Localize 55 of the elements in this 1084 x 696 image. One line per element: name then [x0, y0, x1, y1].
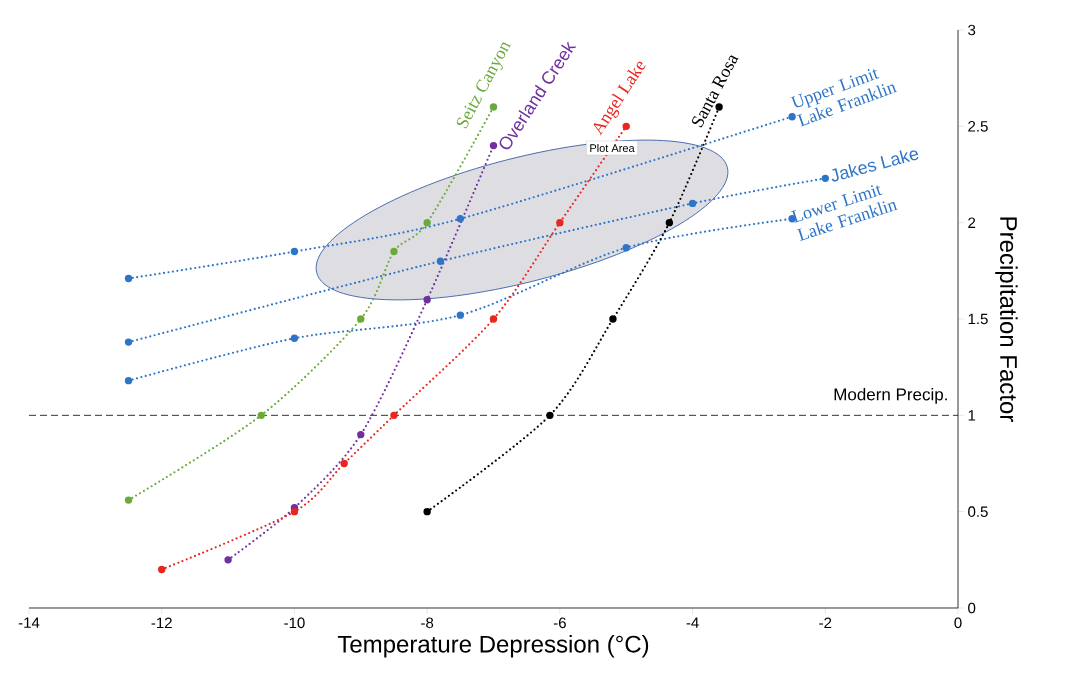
point: [290, 334, 299, 342]
x-tick-label: -4: [686, 617, 699, 628]
x-axis-title: Temperature Depression (°C): [337, 635, 649, 658]
x-tick-label: -10: [284, 617, 305, 629]
point: [456, 215, 465, 223]
x-tick-label: -2: [819, 617, 832, 629]
x-tick-label: 0: [954, 617, 962, 629]
point: [357, 315, 365, 323]
point: [423, 218, 431, 227]
point: [124, 338, 133, 346]
x-tick-label: -8: [421, 617, 434, 629]
y-tick-label: 0: [968, 602, 976, 614]
point: [390, 411, 398, 420]
text: Santa Rosa: [692, 55, 739, 128]
text: Lower Limit Lake Franklin: [790, 185, 898, 241]
y-tick-label: 3: [968, 24, 976, 36]
x-tick-label: -6: [553, 617, 566, 629]
point: [489, 315, 498, 323]
point: [390, 247, 398, 256]
point: [556, 218, 564, 227]
y-tick-label: 1: [968, 410, 976, 421]
point: [290, 507, 299, 516]
point: [124, 274, 133, 283]
point: [688, 199, 697, 208]
point: [609, 315, 617, 323]
point: [622, 244, 630, 252]
point: [357, 430, 365, 439]
ref-line-label: Modern Precip.: [834, 387, 947, 404]
point: [124, 496, 133, 504]
point: [290, 247, 299, 256]
point: [257, 411, 265, 420]
y-tick-label: 1.5: [968, 313, 988, 325]
point: [489, 141, 498, 150]
y-tick-label: 0.5: [968, 506, 988, 517]
annotation: Plot Area: [590, 143, 635, 153]
point: [423, 296, 431, 304]
point: [821, 174, 829, 183]
x-tick-label: -14: [18, 617, 40, 628]
point: [423, 507, 431, 516]
point: [546, 411, 554, 420]
x-tick-label: -12: [151, 617, 172, 629]
point: [456, 311, 465, 319]
text: Upper Limit Lake Franklin: [790, 69, 898, 127]
y-axis-title: Precipitation Factor: [995, 217, 1018, 422]
point: [340, 459, 348, 468]
y-tick-label: 2: [968, 217, 976, 228]
point: [158, 565, 166, 574]
point: [436, 257, 445, 265]
point: [489, 103, 498, 111]
point: [788, 112, 796, 121]
point: [665, 218, 674, 227]
text: Jakes Lake: [831, 150, 919, 182]
y-tick-label: 2.5: [968, 121, 988, 132]
point: [224, 556, 232, 564]
point: [124, 376, 133, 385]
